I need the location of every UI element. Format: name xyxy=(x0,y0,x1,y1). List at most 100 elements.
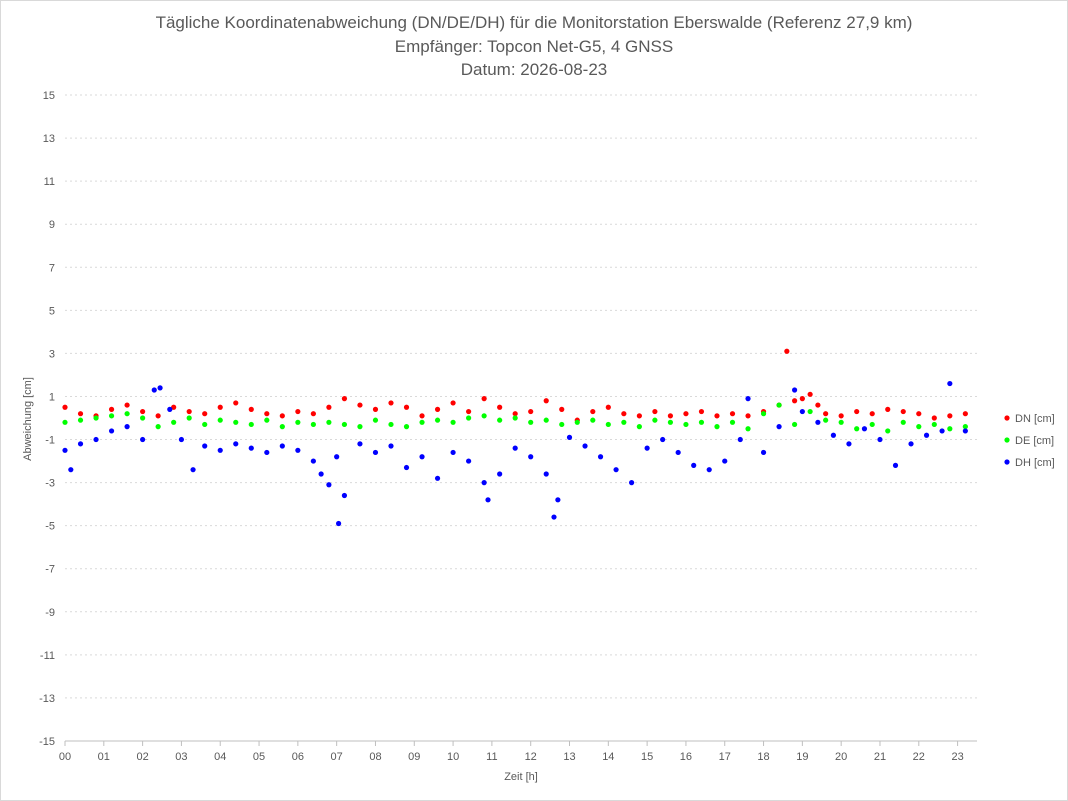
data-point-dh xyxy=(737,436,743,443)
data-point-de xyxy=(590,417,596,423)
data-point-de xyxy=(652,417,658,423)
data-point-de xyxy=(838,419,844,425)
data-point-dn xyxy=(108,406,115,412)
data-point-de xyxy=(186,415,192,421)
data-point-de xyxy=(140,415,146,421)
data-point-de xyxy=(807,408,813,415)
data-point-dh xyxy=(279,443,285,449)
data-point-dh xyxy=(157,385,163,391)
data-point-dn xyxy=(559,406,565,412)
y-tick-label: -5 xyxy=(45,521,55,533)
data-point-dn xyxy=(885,406,891,412)
data-point-dh xyxy=(450,449,456,456)
data-point-de xyxy=(93,415,99,421)
data-point-de xyxy=(714,424,720,430)
y-tick-label: -7 xyxy=(45,564,55,576)
data-point-de xyxy=(900,419,906,425)
data-point-de xyxy=(854,426,860,432)
x-tick-label: 14 xyxy=(602,751,614,763)
chart-title-line-3: Datum: 2026-08-23 xyxy=(460,60,608,79)
data-point-dn xyxy=(900,408,906,415)
data-point-dh xyxy=(93,436,99,443)
data-point-de xyxy=(621,419,627,425)
data-point-dn xyxy=(636,413,642,419)
x-tick-label: 19 xyxy=(796,751,808,763)
data-point-de xyxy=(823,417,829,423)
data-point-dn xyxy=(497,404,503,410)
legend-marker xyxy=(1004,415,1010,421)
x-tick-label: 12 xyxy=(525,751,537,763)
data-point-de xyxy=(310,421,316,428)
data-point-de xyxy=(745,426,751,432)
data-point-de xyxy=(760,411,767,417)
data-point-dn xyxy=(590,408,596,415)
data-point-dh xyxy=(466,458,472,464)
data-point-dn xyxy=(745,413,751,419)
data-point-de xyxy=(947,426,953,432)
data-point-dh xyxy=(485,497,491,503)
data-point-dh xyxy=(877,436,883,443)
data-point-dn xyxy=(217,404,223,410)
data-point-dh xyxy=(202,443,208,449)
data-point-dn xyxy=(962,411,968,417)
data-point-dh xyxy=(792,387,798,393)
y-tick-label: 9 xyxy=(49,219,55,231)
y-tick-label: 1 xyxy=(49,391,55,403)
data-point-dh xyxy=(341,492,348,499)
data-point-dh xyxy=(745,396,751,402)
data-point-dh xyxy=(62,447,68,453)
data-point-de xyxy=(248,421,254,428)
data-point-dh xyxy=(629,480,635,486)
data-point-de xyxy=(295,419,301,425)
data-point-dh xyxy=(190,467,196,473)
data-point-dh xyxy=(528,454,534,460)
data-point-dh xyxy=(555,497,561,503)
y-tick-label: -3 xyxy=(45,478,55,490)
x-tick-label: 05 xyxy=(253,751,265,763)
y-tick-label: 15 xyxy=(43,90,55,102)
x-tick-label: 00 xyxy=(59,751,71,763)
data-point-dh xyxy=(481,480,487,486)
data-point-dh xyxy=(892,462,899,468)
data-point-de xyxy=(341,421,348,428)
y-axis-ticks: 15 13 11 9 7 5 3 1 -1 -3 -5 -7 -9 -11 -13 -15 xyxy=(39,90,55,748)
gridlines xyxy=(65,94,977,742)
data-point-dn xyxy=(838,413,844,419)
data-point-dh xyxy=(248,445,254,451)
y-tick-label: -9 xyxy=(45,607,55,619)
data-point-dh xyxy=(108,428,115,434)
data-point-dn xyxy=(528,408,534,415)
x-tick-label: 02 xyxy=(136,751,148,763)
y-tick-label: 5 xyxy=(49,305,55,317)
data-point-dh xyxy=(776,424,782,430)
data-point-dn xyxy=(140,408,146,415)
data-point-dh xyxy=(178,436,185,443)
data-point-dn xyxy=(823,411,829,417)
legend-label: DN [cm] xyxy=(1015,413,1055,425)
data-point-de xyxy=(202,421,208,428)
x-tick-label: 11 xyxy=(486,751,497,763)
data-point-dh xyxy=(722,458,728,464)
data-point-dn xyxy=(279,413,285,419)
data-point-dh xyxy=(543,471,549,477)
data-point-dn xyxy=(124,402,130,408)
data-point-de xyxy=(683,421,689,428)
data-point-de xyxy=(512,415,518,421)
x-axis-ticks: 00 01 02 03 04 05 06 07 08 09 10 11 12 13 14 15 16 17 18 19… xyxy=(59,740,977,763)
data-point-dh xyxy=(947,380,953,387)
y-tick-label: -13 xyxy=(39,693,55,705)
data-point-de xyxy=(466,415,472,421)
data-point-de xyxy=(916,424,922,430)
y-tick-label: 3 xyxy=(49,348,55,360)
data-point-dn xyxy=(248,406,254,412)
data-point-dn xyxy=(667,413,674,419)
legend: DN [cm] DE [cm] DH [cm] xyxy=(1004,413,1055,469)
data-point-dh xyxy=(644,445,650,451)
data-point-de xyxy=(481,413,487,419)
data-point-dh xyxy=(830,432,837,438)
legend-label: DE [cm] xyxy=(1015,435,1054,447)
data-point-de xyxy=(450,419,456,425)
data-point-dh xyxy=(512,445,518,451)
data-point-dn xyxy=(621,411,627,417)
